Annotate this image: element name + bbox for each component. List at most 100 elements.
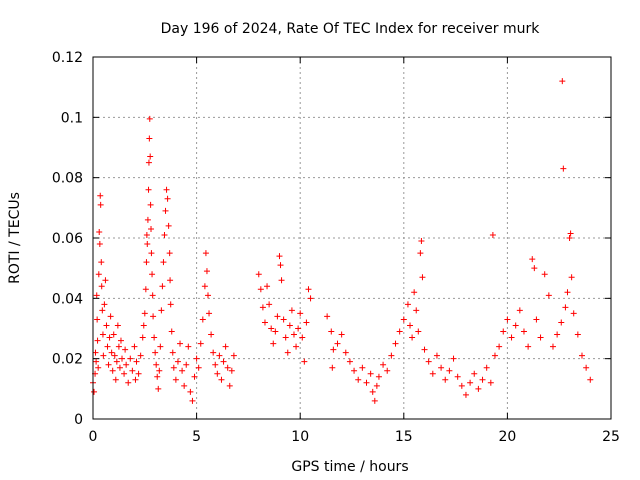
data-point (421, 346, 428, 353)
axis-ticks: 0 5 10 15 20 25 0 0.02 0.04 0.06 0.08 0.1 0.12 (52, 50, 620, 445)
data-point (104, 343, 111, 350)
data-point (224, 364, 231, 371)
data-point (116, 364, 123, 371)
data-point (438, 364, 445, 371)
x-tick-label: 0 (89, 429, 98, 445)
data-point (113, 358, 120, 365)
x-axis-label: GPS time / hours (291, 459, 408, 475)
data-point (146, 115, 153, 122)
data-point (147, 201, 154, 208)
data-point (154, 373, 161, 380)
data-point (148, 250, 155, 257)
data-point (475, 385, 482, 392)
data-point (504, 316, 511, 323)
data-point (284, 349, 291, 356)
data-point (155, 385, 162, 392)
data-point (257, 286, 264, 293)
data-point (137, 352, 144, 359)
data-point (185, 343, 192, 350)
data-point (328, 328, 335, 335)
data-point (208, 331, 215, 338)
data-point (159, 283, 166, 290)
data-point (338, 331, 345, 338)
data-point (160, 259, 167, 266)
data-point (264, 283, 271, 290)
data-point (268, 325, 275, 332)
data-point (255, 271, 262, 278)
data-point (259, 304, 266, 311)
data-point (174, 358, 181, 365)
data-point (274, 313, 281, 320)
data-point (169, 349, 176, 356)
data-point (218, 376, 225, 383)
data-point (418, 238, 425, 245)
data-point (149, 292, 156, 299)
x-tick-label: 15 (395, 429, 413, 445)
data-point (98, 283, 105, 290)
data-point (164, 195, 171, 202)
data-point (162, 207, 169, 214)
data-point (214, 370, 221, 377)
data-point (193, 355, 200, 362)
data-point (99, 331, 106, 338)
data-point (96, 228, 103, 235)
data-point (145, 186, 152, 193)
data-point (392, 340, 399, 347)
data-point (583, 364, 590, 371)
data-point (220, 358, 227, 365)
data-point (140, 322, 147, 329)
data-point (96, 241, 103, 248)
data-point (419, 274, 426, 281)
data-point (487, 379, 494, 386)
data-point (558, 319, 565, 326)
data-point (93, 292, 100, 299)
data-point (261, 319, 268, 326)
data-point (299, 334, 306, 341)
data-point (567, 230, 574, 237)
data-point (500, 328, 507, 335)
data-point (142, 286, 149, 293)
data-point (413, 307, 420, 314)
data-point (172, 376, 179, 383)
data-point (303, 319, 310, 326)
data-point (148, 225, 155, 232)
chart-title: Day 196 of 2024, Rate Of TEC Index for r… (161, 21, 541, 37)
data-point (411, 289, 418, 296)
data-point (363, 379, 370, 386)
data-point (108, 349, 115, 356)
data-point (533, 316, 540, 323)
data-point (100, 352, 107, 359)
data-point (144, 241, 151, 248)
data-point (132, 376, 139, 383)
data-point (570, 310, 577, 317)
data-point (359, 364, 366, 371)
data-point (458, 382, 465, 389)
data-point (112, 376, 119, 383)
data-point (97, 201, 104, 208)
data-point (297, 310, 304, 317)
data-point (295, 325, 302, 332)
data-point (417, 250, 424, 257)
data-point (409, 334, 416, 341)
data-point (139, 334, 146, 341)
data-point (489, 231, 496, 238)
data-point (228, 367, 235, 374)
data-point (107, 313, 114, 320)
data-point (564, 289, 571, 296)
data-point (222, 343, 229, 350)
data-points (90, 78, 594, 404)
data-point (307, 295, 314, 302)
data-point (204, 292, 211, 299)
data-point (147, 153, 154, 160)
data-point (554, 331, 561, 338)
y-tick-label: 0.08 (52, 171, 83, 187)
data-point (342, 349, 349, 356)
data-point (93, 358, 100, 365)
data-point (277, 262, 284, 269)
data-point (165, 222, 172, 229)
data-point (288, 307, 295, 314)
data-point (329, 364, 336, 371)
data-point (446, 367, 453, 374)
